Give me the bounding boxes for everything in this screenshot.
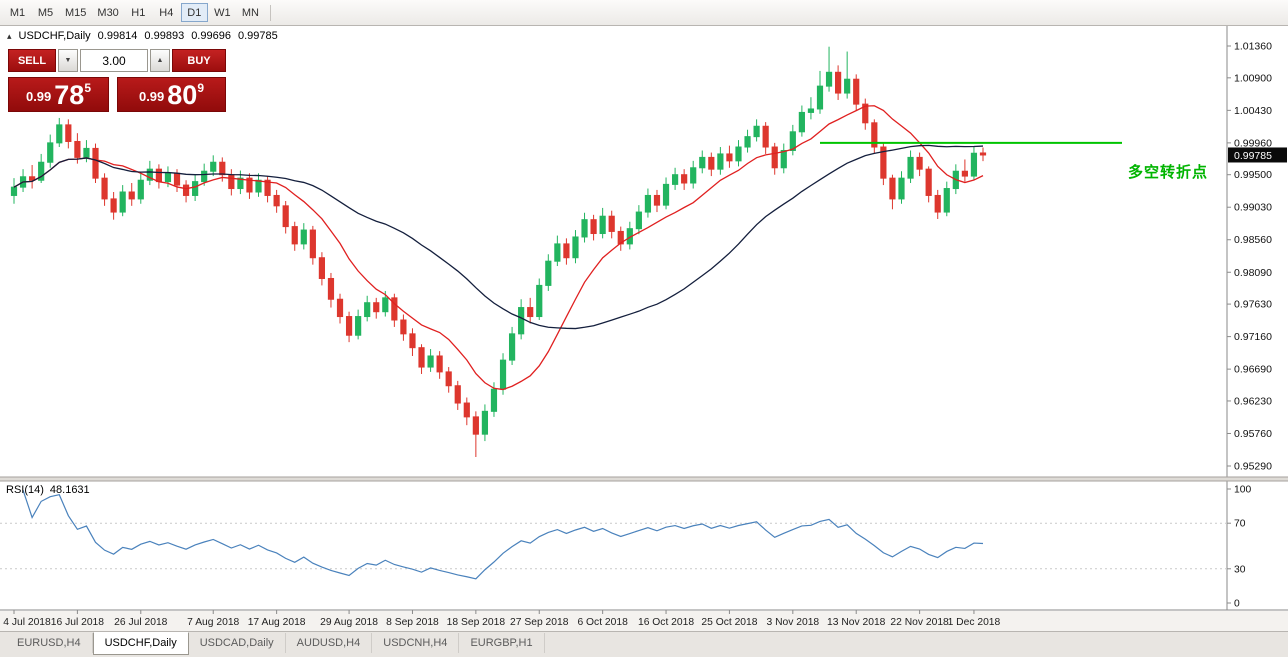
svg-text:3 Nov 2018: 3 Nov 2018 bbox=[766, 617, 819, 628]
buy-button[interactable]: BUY bbox=[172, 49, 226, 72]
svg-text:1.00430: 1.00430 bbox=[1234, 105, 1272, 117]
sell-price-big: 78 bbox=[54, 80, 85, 110]
collapse-trade-panel-icon[interactable]: ▴ bbox=[7, 30, 12, 41]
high-value: 0.99893 bbox=[144, 30, 185, 42]
svg-text:29 Aug 2018: 29 Aug 2018 bbox=[320, 617, 378, 628]
svg-text:0.96230: 0.96230 bbox=[1234, 395, 1272, 407]
svg-text:17 Aug 2018: 17 Aug 2018 bbox=[248, 617, 306, 628]
tf-m5-button[interactable]: M5 bbox=[32, 3, 59, 22]
tf-h1-button[interactable]: H1 bbox=[125, 3, 152, 22]
buy-price-sup: 9 bbox=[197, 81, 205, 95]
tab-eurusd-h4[interactable]: EURUSD,H4 bbox=[6, 633, 93, 653]
sell-price-sup: 5 bbox=[84, 81, 92, 95]
svg-text:0.99500: 0.99500 bbox=[1234, 169, 1272, 181]
chart-ohlc-header: ▴ USDCHF,Daily 0.99814 0.99893 0.99696 0… bbox=[7, 30, 278, 42]
one-click-trading-panel: SELL ▼ ▲ BUY 0.99 78 5 0.99 80 9 bbox=[8, 49, 226, 112]
svg-text:4 Jul 2018: 4 Jul 2018 bbox=[3, 617, 51, 628]
svg-text:100: 100 bbox=[1234, 485, 1251, 496]
volume-input[interactable] bbox=[80, 49, 148, 72]
symbol-label: USDCHF,Daily bbox=[18, 30, 91, 42]
svg-text:0.99785: 0.99785 bbox=[1234, 150, 1272, 162]
svg-text:16 Jul 2018: 16 Jul 2018 bbox=[51, 617, 105, 628]
svg-text:70: 70 bbox=[1234, 519, 1246, 530]
volume-down-button[interactable]: ▼ bbox=[58, 49, 78, 72]
rsi-indicator-header: RSI(14) 48.1631 bbox=[6, 484, 90, 496]
buy-price-base: 0.99 bbox=[138, 89, 165, 104]
svg-text:0.97630: 0.97630 bbox=[1234, 299, 1272, 311]
buy-price-big: 80 bbox=[167, 80, 198, 110]
tab-usdchf-daily[interactable]: USDCHF,Daily bbox=[92, 632, 189, 655]
chart-tab-bar: EURUSD,H4 USDCHF,Daily USDCAD,Daily AUDU… bbox=[0, 631, 1288, 657]
timeframe-toolbar: M1 M5 M15 M30 H1 H4 D1 W1 MN bbox=[0, 0, 1288, 26]
svg-text:0.97160: 0.97160 bbox=[1234, 331, 1272, 343]
tf-m15-button[interactable]: M15 bbox=[60, 3, 91, 22]
svg-text:22 Nov 2018: 22 Nov 2018 bbox=[890, 617, 949, 628]
buy-price-display[interactable]: 0.99 80 9 bbox=[117, 77, 226, 112]
tab-eurgbp-h1[interactable]: EURGBP,H1 bbox=[459, 633, 545, 653]
svg-text:6 Oct 2018: 6 Oct 2018 bbox=[577, 617, 628, 628]
svg-text:25 Oct 2018: 25 Oct 2018 bbox=[701, 617, 757, 628]
tf-d1-button[interactable]: D1 bbox=[180, 3, 208, 22]
tf-h4-button[interactable]: H4 bbox=[153, 3, 180, 22]
tab-usdcnh-h4[interactable]: USDCNH,H4 bbox=[372, 633, 460, 653]
svg-text:18 Sep 2018: 18 Sep 2018 bbox=[447, 617, 506, 628]
toolbar-separator bbox=[269, 4, 271, 21]
svg-text:27 Sep 2018: 27 Sep 2018 bbox=[510, 617, 569, 628]
svg-text:30: 30 bbox=[1234, 564, 1246, 575]
svg-text:0.95760: 0.95760 bbox=[1234, 428, 1272, 440]
svg-text:0: 0 bbox=[1234, 599, 1240, 610]
svg-text:7 Aug 2018: 7 Aug 2018 bbox=[187, 617, 239, 628]
svg-text:0.99030: 0.99030 bbox=[1234, 202, 1272, 214]
tf-mn-button[interactable]: MN bbox=[237, 3, 264, 22]
svg-text:13 Nov 2018: 13 Nov 2018 bbox=[827, 617, 886, 628]
tab-audusd-h4[interactable]: AUDUSD,H4 bbox=[286, 633, 373, 653]
svg-text:16 Oct 2018: 16 Oct 2018 bbox=[638, 617, 694, 628]
svg-text:1.00900: 1.00900 bbox=[1234, 72, 1272, 84]
arrow-down-icon: ▼ bbox=[64, 57, 72, 64]
rsi-value: 48.1631 bbox=[49, 484, 90, 496]
tf-m1-button[interactable]: M1 bbox=[4, 3, 31, 22]
tf-m30-button[interactable]: M30 bbox=[92, 3, 123, 22]
open-value: 0.99814 bbox=[97, 30, 138, 42]
svg-text:0.96690: 0.96690 bbox=[1234, 364, 1272, 376]
tf-w1-button[interactable]: W1 bbox=[209, 3, 236, 22]
tab-usdcad-daily[interactable]: USDCAD,Daily bbox=[189, 633, 286, 653]
volume-up-button[interactable]: ▲ bbox=[150, 49, 170, 72]
close-value: 0.99785 bbox=[237, 30, 278, 42]
rsi-name: RSI(14) bbox=[6, 484, 44, 496]
sell-button[interactable]: SELL bbox=[8, 49, 56, 72]
svg-text:0.99960: 0.99960 bbox=[1234, 137, 1272, 149]
svg-text:8 Sep 2018: 8 Sep 2018 bbox=[386, 617, 439, 628]
svg-text:0.98090: 0.98090 bbox=[1234, 267, 1272, 279]
sell-price-base: 0.99 bbox=[25, 89, 52, 104]
arrow-up-icon: ▲ bbox=[156, 57, 164, 64]
svg-text:1 Dec 2018: 1 Dec 2018 bbox=[948, 617, 1001, 628]
low-value: 0.99696 bbox=[191, 30, 231, 42]
svg-text:26 Jul 2018: 26 Jul 2018 bbox=[114, 617, 168, 628]
sell-price-display[interactable]: 0.99 78 5 bbox=[8, 77, 109, 112]
svg-text:0.95290: 0.95290 bbox=[1234, 461, 1272, 473]
chart-annotation-text: 多空转折点 bbox=[1128, 164, 1209, 181]
svg-text:1.01360: 1.01360 bbox=[1234, 41, 1272, 53]
svg-text:0.98560: 0.98560 bbox=[1234, 234, 1272, 246]
